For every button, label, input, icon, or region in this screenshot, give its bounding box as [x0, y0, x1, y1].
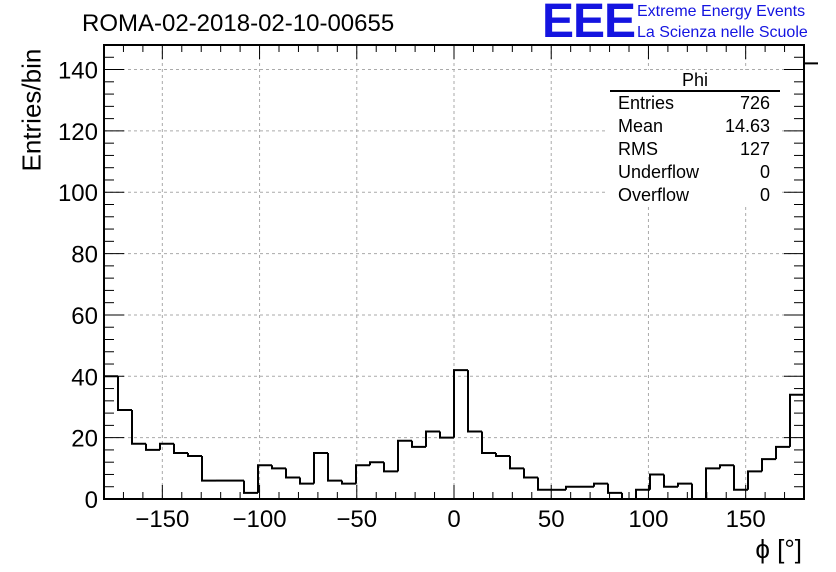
histogram-bin: [803, 62, 818, 395]
histogram-bin: [425, 430, 440, 447]
histogram-bin: [355, 464, 370, 484]
y-tick-label: 20: [71, 426, 98, 453]
histogram-bin: [607, 483, 622, 494]
histogram-bin: [187, 452, 202, 458]
stats-value: 0: [759, 162, 770, 182]
histogram-bin: [369, 461, 384, 466]
stats-box: Phi Entries 726 Mean 14.63 RMS 127 Under…: [608, 70, 780, 206]
x-tick-label: 150: [726, 506, 766, 533]
y-tick-label: 80: [71, 242, 98, 269]
histogram-bin: [537, 477, 552, 491]
histogram-bin: [677, 482, 692, 487]
x-tick-label: −150: [135, 506, 189, 533]
x-axis-label: ϕ [°]: [755, 534, 802, 564]
histogram-bin: [761, 458, 776, 472]
histogram-bin: [271, 465, 286, 470]
x-tick-label: −100: [233, 506, 287, 533]
stats-value: 14.63: [724, 116, 770, 136]
histogram-bin: [789, 393, 804, 447]
histogram-bin: [327, 452, 342, 482]
y-tick-label: 0: [85, 487, 98, 514]
logo-caption-line2: La Scienza nelle Scuole: [637, 24, 808, 41]
stats-label: Mean: [618, 116, 664, 136]
y-tick-label: 140: [58, 58, 98, 85]
histogram-bin: [341, 480, 356, 485]
histogram-bin: [593, 482, 608, 487]
histogram-bin: [495, 452, 510, 458]
stats-row-rms: RMS 127: [608, 138, 780, 161]
stats-row-mean: Mean 14.63: [608, 115, 780, 138]
x-tick-label: 0: [447, 506, 460, 533]
histogram-bin: [509, 456, 524, 470]
x-tick-label: −50: [336, 506, 377, 533]
histogram-bin: [663, 474, 678, 488]
histogram-bin: [523, 468, 538, 479]
histogram-bin: [117, 376, 132, 412]
x-tick-label: 100: [628, 506, 668, 533]
histogram-bin: [439, 431, 454, 439]
x-tick-label: 50: [538, 506, 565, 533]
y-tick-label: 40: [71, 364, 98, 391]
histogram-bin: [705, 467, 720, 499]
stats-label: Entries: [618, 93, 675, 113]
stats-row-underflow: Underflow 0: [608, 161, 780, 184]
plot-title: ROMA-02-2018-02-10-00655: [82, 10, 395, 37]
stats-label: Overflow: [618, 185, 690, 205]
histogram-bin: [691, 483, 706, 500]
histogram-bin: [733, 465, 748, 491]
histogram-bin: [481, 431, 496, 454]
histogram-bin: [775, 445, 790, 460]
y-axis-label: Entries/bin: [16, 48, 47, 172]
histogram-bin: [719, 464, 734, 469]
stats-value: 0: [759, 185, 770, 205]
histogram-bin: [173, 443, 188, 454]
histogram-bin: [243, 480, 258, 494]
y-tick-label: 60: [71, 303, 98, 330]
stats-box-divider: [610, 90, 780, 92]
histogram-bin: [649, 473, 664, 490]
histogram-bin: [285, 468, 300, 479]
stats-box-title: Phi: [681, 70, 708, 90]
histogram-bin: [145, 443, 160, 451]
histogram-bin: [313, 451, 328, 484]
histogram-bin: [201, 456, 216, 482]
histogram-bin: [411, 440, 426, 448]
stats-row-entries: Entries 726: [608, 92, 780, 115]
histogram-bin: [397, 439, 412, 472]
histogram-bin: [565, 485, 580, 490]
stats-value: 726: [739, 93, 770, 113]
histogram-bin: [159, 442, 174, 450]
histogram-bin: [635, 488, 650, 499]
eee-logo: EEE: [542, 0, 636, 48]
histogram-bin: [383, 462, 398, 473]
histogram-bin: [131, 410, 146, 445]
stats-row-overflow: Overflow 0: [608, 184, 780, 207]
histogram-bin: [299, 477, 314, 485]
histogram-bin: [453, 369, 468, 438]
stats-label: RMS: [618, 139, 658, 159]
y-tick-label: 100: [58, 180, 98, 207]
stats-value: 127: [739, 139, 770, 159]
histogram-bin: [467, 370, 482, 433]
histogram-bin: [747, 470, 762, 490]
y-tick-label: 120: [58, 119, 98, 146]
logo-caption-line1: Extreme Energy Events: [637, 3, 806, 20]
histogram-bin: [257, 464, 272, 493]
stats-label: Underflow: [618, 162, 700, 182]
